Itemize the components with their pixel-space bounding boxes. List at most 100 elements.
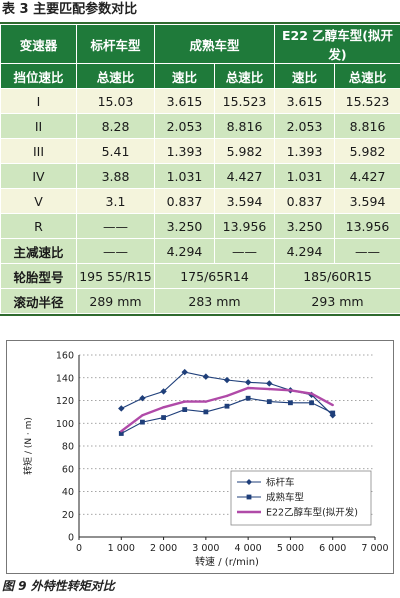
data-point: [181, 368, 188, 376]
table-cell: ——: [76, 238, 155, 264]
row-label: III: [0, 138, 77, 164]
table-cell: 8.816: [213, 113, 276, 139]
data-point: [120, 430, 123, 433]
table-cell: 195 55/R15: [76, 263, 155, 289]
data-point: [183, 400, 186, 403]
x-tick-label: 4 000: [235, 543, 262, 554]
params-table: 变速器 标杆车型 成熟车型 E22 乙醇车型(拟开发) 挡位速比 总速比 速比 …: [0, 22, 400, 316]
data-point: [268, 387, 271, 391]
table-cell: 4.294: [274, 238, 336, 264]
table-cell: ——: [213, 238, 276, 264]
header-cell: 挡位速比: [0, 63, 77, 89]
row-label: 主减速比: [0, 238, 77, 264]
header-cell: 成熟车型: [153, 24, 276, 64]
table-cell: 5.982: [213, 138, 276, 164]
table-cell: 15.523: [334, 88, 400, 114]
table-cell: 3.250: [274, 213, 336, 239]
y-tick-label: 60: [62, 464, 74, 475]
table-cell: 185/60R15: [274, 263, 400, 289]
table-title: 表 3 主要匹配参数对比: [2, 2, 138, 17]
y-tick-label: 80: [62, 442, 74, 453]
data-point: [266, 380, 273, 387]
table-cell: 1.393: [154, 138, 215, 164]
table-row: III 5.41 1.393 5.982 1.393 5.982: [0, 138, 400, 164]
table-cell: 15.03: [76, 88, 155, 114]
y-tick-label: 160: [56, 351, 74, 362]
y-tick-label: 40: [62, 487, 74, 498]
row-label: I: [0, 88, 77, 114]
table-cell: 13.956: [334, 213, 400, 239]
table-header-row-2: 挡位速比 总速比 速比 总速比 速比 总速比: [0, 63, 400, 89]
table-cell: 283 mm: [153, 288, 276, 314]
x-tick-label: 0: [76, 543, 82, 554]
table-row: V 3.1 0.837 3.594 0.837 3.594: [0, 188, 400, 214]
table-cell: 3.615: [274, 88, 336, 114]
data-point: [309, 400, 314, 406]
x-tick-label: 1 000: [108, 543, 135, 554]
data-point: [139, 395, 146, 402]
data-point: [288, 400, 293, 406]
table-cell: 15.523: [213, 88, 276, 114]
table-cell: 2.053: [154, 113, 215, 139]
x-tick-label: 3 000: [192, 543, 219, 554]
y-tick-label: 20: [62, 510, 74, 521]
table-cell: 4.294: [154, 238, 215, 264]
y-tick-label: 120: [56, 396, 74, 407]
series-line-2: [121, 397, 333, 434]
data-point: [162, 406, 165, 409]
data-point: [225, 394, 229, 398]
legend-label: 标杆车: [266, 477, 295, 489]
row-label: V: [0, 188, 77, 214]
data-point: [223, 376, 231, 384]
x-tick-label: 2 000: [150, 543, 177, 554]
data-point: [202, 373, 210, 380]
torque-chart-svg: 0 20 40 60 80 100 120 140 160 0 1 000 2 000 3 000 4 0…: [22, 351, 389, 569]
table-cell: 4.427: [334, 163, 400, 189]
y-axis-label: 转矩 / (N · m): [22, 417, 34, 475]
table-cell: 8.28: [76, 113, 155, 139]
table-cell: 5.982: [334, 138, 400, 164]
table-row: R —— 3.250 13.956 3.250 13.956: [0, 213, 400, 239]
table-cell: 3.594: [213, 188, 276, 214]
legend-marker: [246, 494, 252, 500]
table-cell: 3.594: [334, 188, 400, 214]
y-tick-label: 140: [56, 373, 74, 384]
data-point: [182, 407, 188, 412]
radius-row: 滚动半径 289 mm 283 mm 293 mm: [0, 288, 400, 314]
figure-caption: 图 9 外特性转矩对比: [2, 579, 115, 593]
row-label: IV: [0, 163, 77, 189]
table-cell: 2.053: [274, 113, 336, 139]
legend-marker: [246, 479, 252, 485]
data-point: [246, 386, 250, 390]
table-cell: 3.250: [154, 213, 215, 239]
table-row: IV 3.88 1.031 4.427 1.031 4.427: [0, 163, 400, 189]
data-point: [204, 400, 208, 403]
table-cell: 0.837: [154, 188, 215, 214]
table-row: II 8.28 2.053 8.816 2.053 8.816: [0, 113, 400, 139]
table-cell: 3.1: [76, 188, 155, 214]
data-point: [141, 414, 144, 417]
row-label: 轮胎型号: [0, 263, 77, 289]
data-point: [118, 405, 125, 412]
table-cell: 8.816: [334, 113, 400, 139]
table-cell: 3.88: [76, 163, 155, 189]
table-header-row-1: 变速器 标杆车型 成熟车型 E22 乙醇车型(拟开发): [0, 24, 400, 64]
row-label: II: [0, 113, 77, 139]
data-point: [203, 409, 209, 415]
row-label: R: [0, 213, 77, 239]
table-cell: 289 mm: [76, 288, 155, 314]
final-drive-row: 主减速比 —— 4.294 —— 4.294 ——: [0, 238, 400, 264]
x-axis-label: 转速 / (r/min): [195, 555, 259, 568]
header-cell: 总速比: [213, 63, 276, 89]
y-tick-label: 100: [56, 419, 74, 430]
data-point: [310, 392, 313, 395]
data-point: [224, 403, 230, 409]
data-point: [331, 403, 334, 407]
table-cell: 3.615: [154, 88, 215, 114]
table-cell: ——: [76, 213, 155, 239]
x-tick-label: 6 000: [319, 543, 346, 554]
table-cell: ——: [334, 238, 400, 264]
x-tick-label: 5 000: [277, 543, 304, 554]
data-point: [330, 410, 336, 416]
data-point: [289, 389, 292, 392]
